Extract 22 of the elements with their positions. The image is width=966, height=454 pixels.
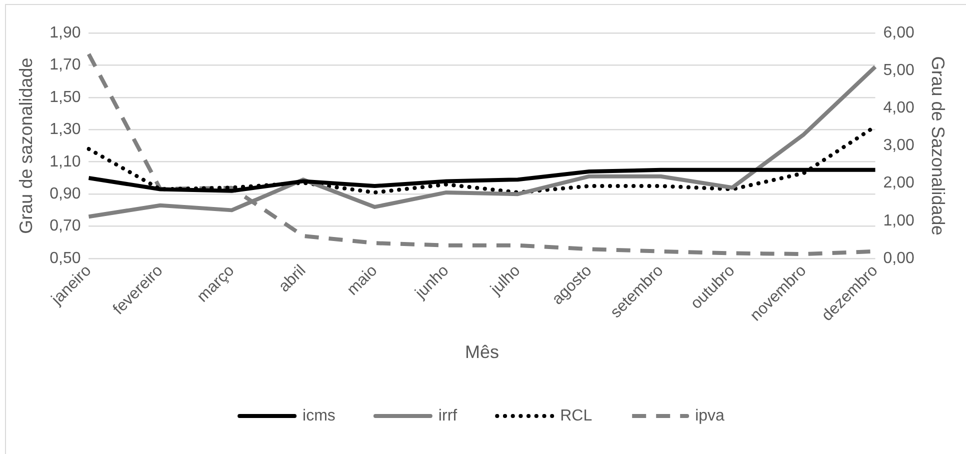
y-tick-label: 1,30 <box>50 121 81 138</box>
y-tick-label: 0,90 <box>50 185 81 202</box>
y2-axis-title: Grau de Sazonalidade <box>928 56 948 236</box>
legend-label: ipva <box>695 407 725 424</box>
y2-tick-label: 6,00 <box>883 24 914 42</box>
y2-tick-label: 3,00 <box>883 137 914 154</box>
y-axis-title: Grau de sazonalidade <box>16 58 36 234</box>
y2-tick-label: 5,00 <box>883 62 914 79</box>
y-tick-label: 1,10 <box>50 153 81 170</box>
y-tick-label: 0,50 <box>50 250 81 267</box>
y2-tick-label: 0,00 <box>883 250 914 267</box>
legend-label: RCL <box>560 407 592 424</box>
y2-tick-label: 4,00 <box>883 100 914 117</box>
y-tick-label: 1,90 <box>50 24 81 42</box>
legend-label: icms <box>302 407 336 424</box>
y-tick-label: 1,50 <box>50 88 81 106</box>
y-tick-label: 0,70 <box>50 218 81 235</box>
y2-tick-label: 2,00 <box>883 174 914 192</box>
y2-tick-label: 1,00 <box>883 212 914 230</box>
y-tick-label: 1,70 <box>50 56 81 74</box>
legend-label: irrf <box>438 407 458 424</box>
x-axis-title: Mês <box>464 342 500 362</box>
